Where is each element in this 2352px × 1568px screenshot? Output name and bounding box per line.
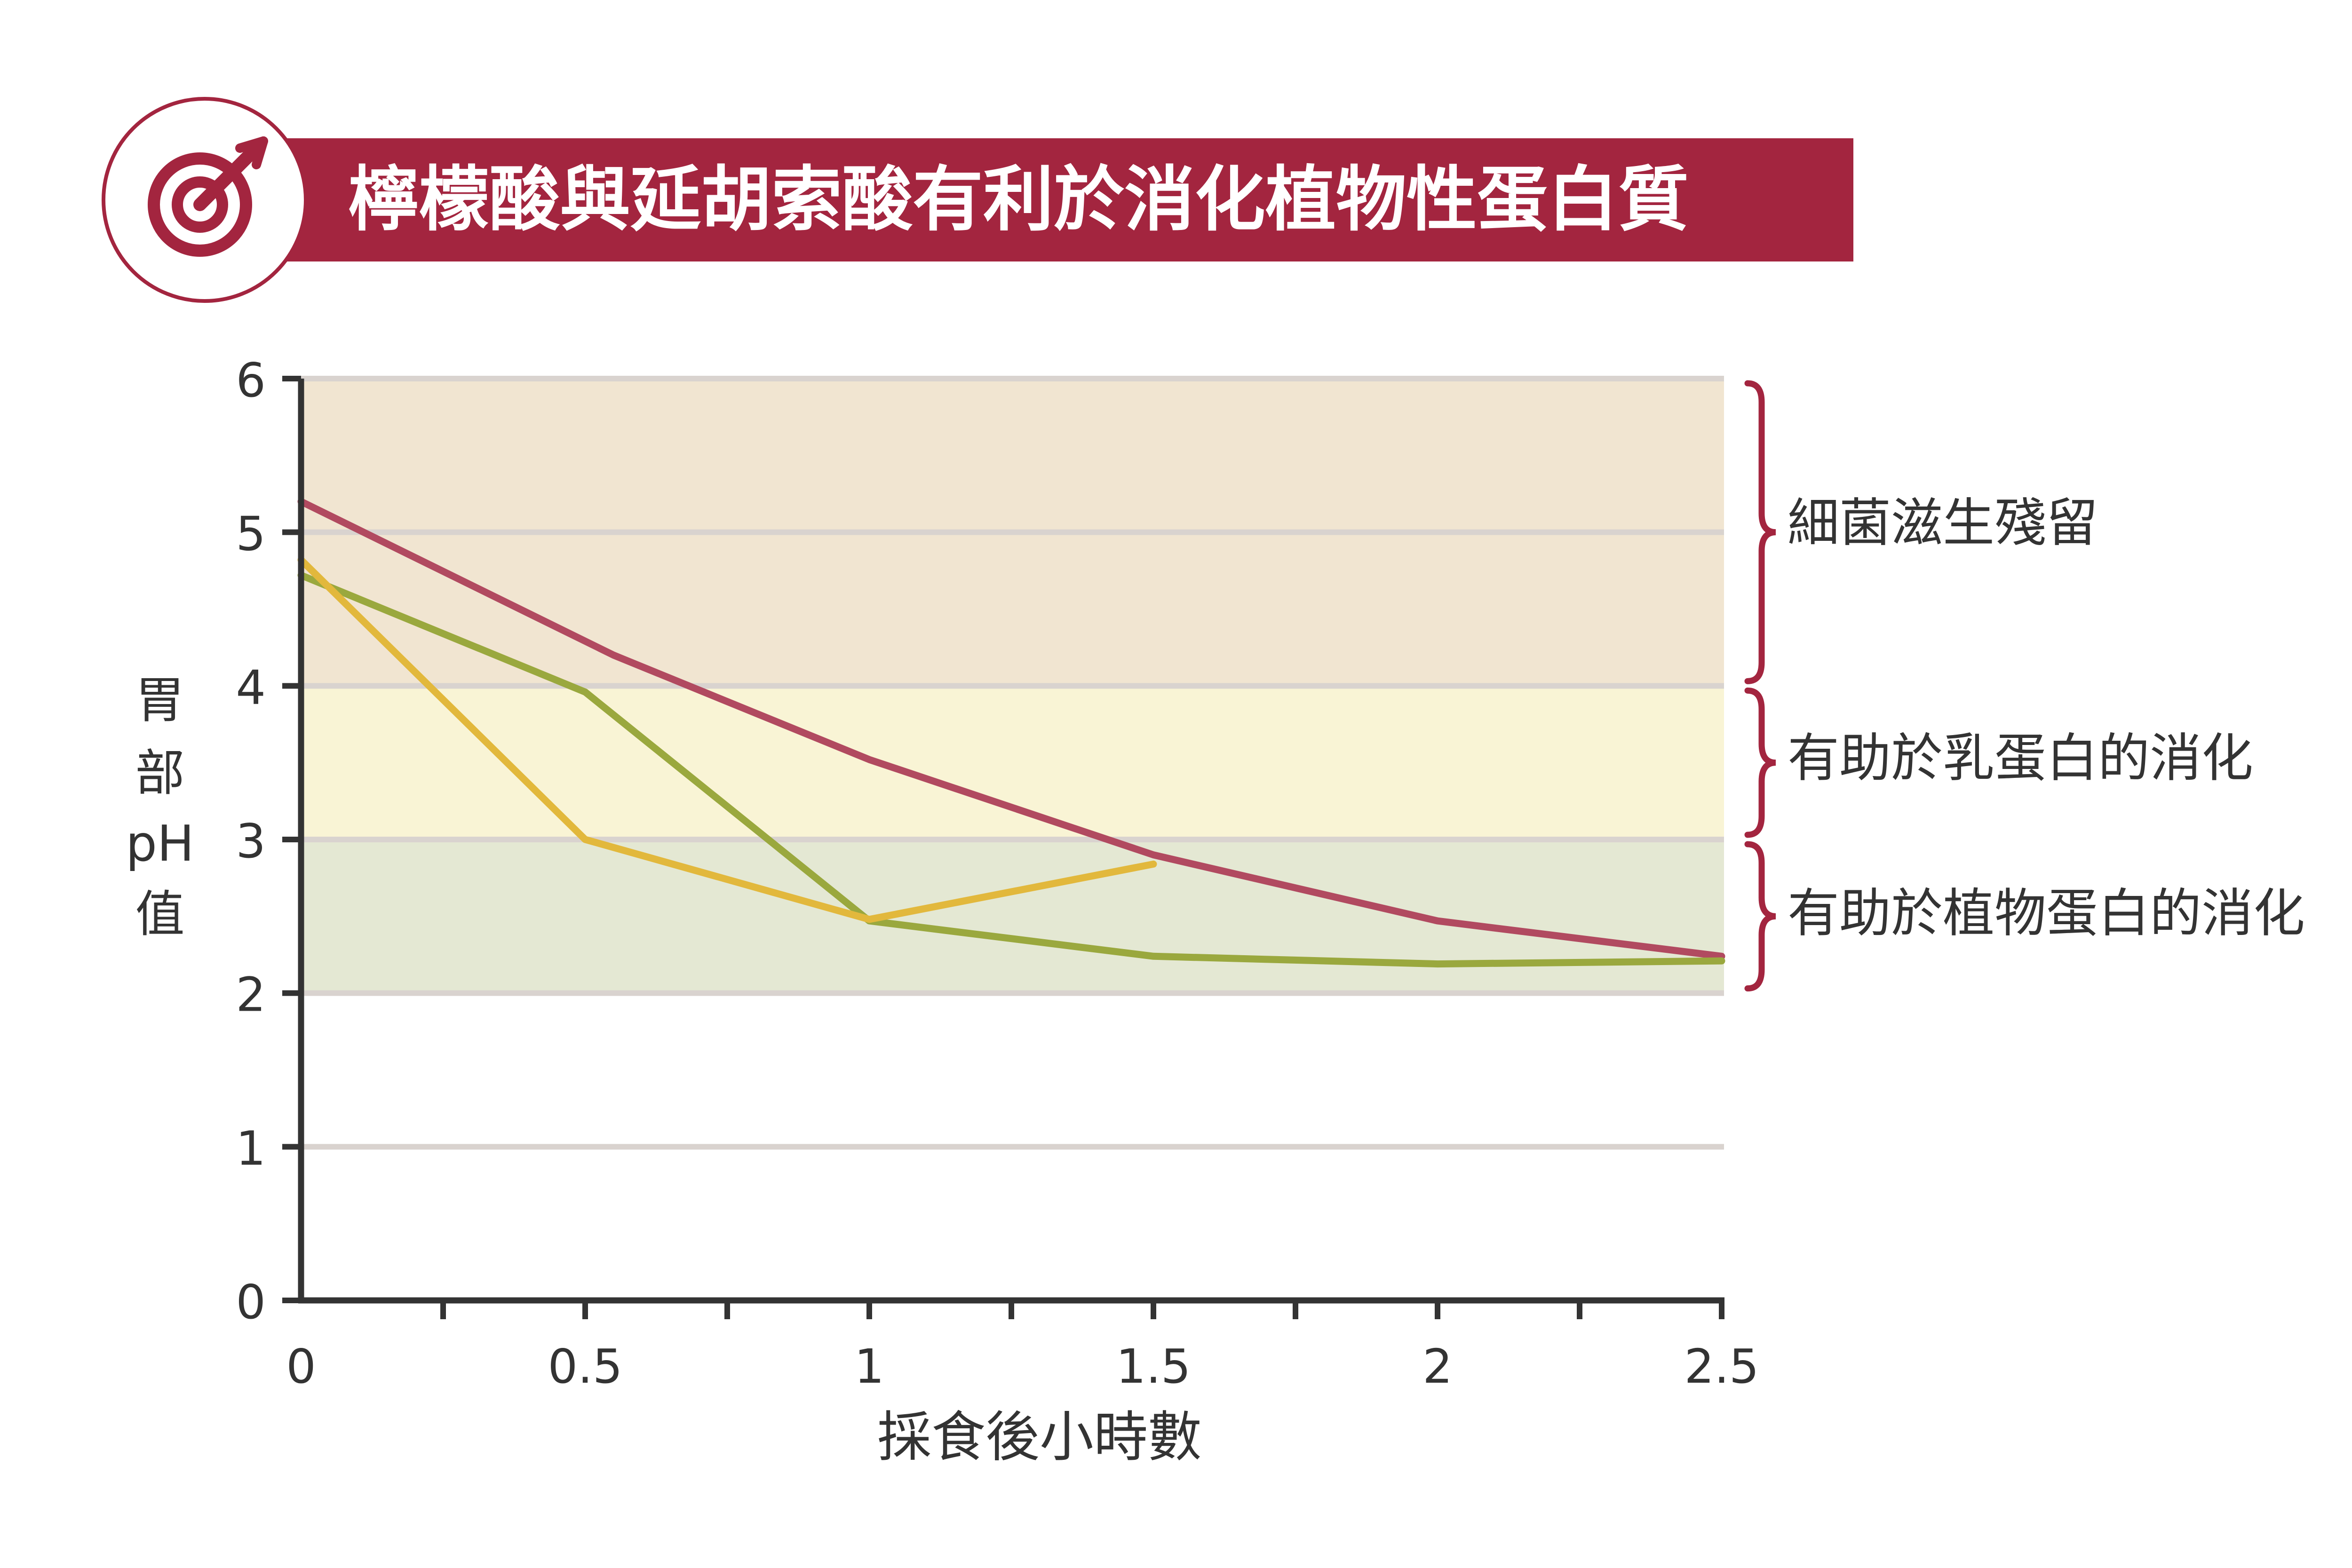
x-tick-label-1.5: 1.5 — [1116, 1339, 1191, 1394]
y-tick-label-0: 0 — [236, 1275, 266, 1330]
x-axis-label: 採食後小時數 — [877, 1406, 1202, 1469]
target-arrow-icon — [102, 97, 308, 303]
series-line-1 — [297, 498, 1725, 960]
zone-band-3 — [301, 839, 1724, 993]
zone-label-milk-protein: 有助於乳蛋白的消化 — [1788, 728, 2253, 788]
y-axis-label: 胃 部 pH 值 — [126, 672, 194, 943]
zone-label-bacteria: 細菌滋生殘留 — [1788, 493, 2098, 553]
x-tick-label-1: 1 — [854, 1339, 884, 1394]
y-tick-label-4: 4 — [236, 660, 266, 715]
zone-brace-3 — [1744, 841, 1776, 992]
series-line-2 — [297, 571, 1725, 968]
zone-brace-2 — [1744, 687, 1776, 838]
y-tick-label-6: 6 — [236, 353, 266, 408]
zone-brace-1 — [1744, 380, 1776, 684]
x-tick-label-2.5: 2.5 — [1684, 1339, 1759, 1394]
header-bar — [282, 138, 1853, 261]
x-tick-label-0.5: 0.5 — [548, 1339, 622, 1394]
zone-band-2 — [301, 686, 1724, 839]
y-tick-label-1: 1 — [236, 1121, 266, 1176]
x-tick-label-2: 2 — [1422, 1339, 1453, 1394]
zone-label-plant-protein: 有助於植物蛋白的消化 — [1788, 883, 2305, 943]
y-axis-label-line-1: 胃 — [135, 672, 184, 729]
y-axis-label-line-3: pH — [126, 815, 194, 872]
series-line-3 — [297, 556, 1157, 923]
page-title: 檸檬酸與延胡索酸有利於消化植物性蛋白質 — [348, 159, 1689, 241]
y-tick-label-5: 5 — [236, 507, 266, 562]
y-axis-label-line-2: 部 — [135, 744, 184, 802]
y-axis-label-line-4: 值 — [135, 886, 184, 943]
y-tick-label-2: 2 — [236, 967, 266, 1022]
y-tick-label-3: 3 — [236, 814, 266, 869]
x-tick-label-0: 0 — [286, 1339, 316, 1394]
